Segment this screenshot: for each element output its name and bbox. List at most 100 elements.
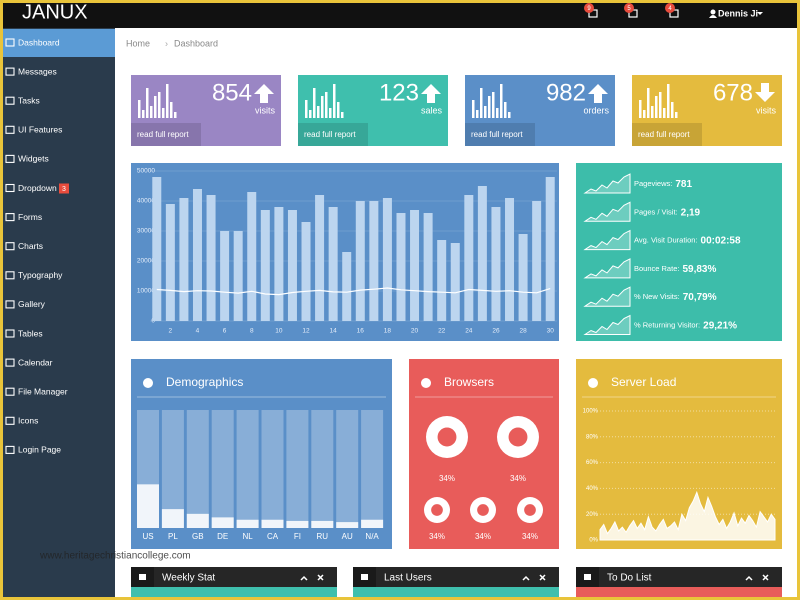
y-tick-label: 20000 xyxy=(137,258,155,265)
stat-line: % Returning Visitor: 29,21% xyxy=(634,320,737,331)
bar-track xyxy=(186,410,209,528)
menu-item[interactable]: Typography xyxy=(18,270,63,280)
x-tick-label: CA xyxy=(267,532,279,541)
notification-badge xyxy=(665,3,675,13)
menu-item[interactable]: Calendar xyxy=(18,357,53,367)
sparkline xyxy=(583,314,631,335)
collapse-button[interactable] xyxy=(300,575,308,581)
brand[interactable]: JANUX xyxy=(22,1,88,23)
bar-track xyxy=(261,410,284,528)
read-report-link[interactable]: read full report xyxy=(471,130,523,139)
collapse-button[interactable] xyxy=(522,575,530,581)
menu-item[interactable]: Messages xyxy=(18,66,57,76)
stat-label: visits xyxy=(255,105,275,115)
bar xyxy=(518,234,528,321)
menu-item[interactable]: Widgets xyxy=(18,154,49,164)
bar xyxy=(152,177,162,321)
bar xyxy=(477,186,487,321)
y-tick-label: 40% xyxy=(586,486,599,492)
menu-item[interactable]: Icons xyxy=(18,416,38,426)
sparkline xyxy=(583,286,631,307)
menu-item[interactable]: Dropdown xyxy=(18,183,57,193)
mini-bar xyxy=(504,102,507,118)
close-button[interactable] xyxy=(539,574,546,581)
stat-label: Bounce Rate: xyxy=(634,264,679,273)
panel-icon xyxy=(588,378,598,388)
bar xyxy=(211,517,234,528)
mini-bar xyxy=(333,84,336,118)
menu-icon xyxy=(5,213,15,222)
menu-item[interactable]: Forms xyxy=(18,212,42,222)
bar xyxy=(220,231,230,321)
x-tick-label: 20 xyxy=(411,328,419,335)
y-tick-label: 20% xyxy=(586,512,599,518)
mini-bar xyxy=(166,84,169,118)
menu-item[interactable]: Charts xyxy=(18,241,43,251)
breadcrumb-home[interactable]: Home xyxy=(126,38,150,48)
stat-value: 781 xyxy=(675,179,692,190)
x-tick-label: 24 xyxy=(465,328,473,335)
bar-track xyxy=(336,410,359,528)
menu-item[interactable]: Gallery xyxy=(18,299,46,309)
browser-share: 34% xyxy=(475,532,491,541)
menu-icon xyxy=(5,358,15,367)
bar xyxy=(233,231,243,321)
panel-icon xyxy=(421,378,431,388)
menu-item[interactable]: UI Features xyxy=(18,125,62,135)
stat-line: % New Visits: 70,79% xyxy=(634,292,717,303)
widget-icon xyxy=(361,574,368,580)
menu-icon xyxy=(5,387,15,396)
panel-icon xyxy=(143,378,153,388)
notification-count: 5 xyxy=(627,6,631,12)
bar xyxy=(287,210,297,321)
mini-bar xyxy=(675,112,678,118)
menu-item[interactable]: File Manager xyxy=(18,386,68,396)
bar xyxy=(236,519,259,528)
widget-body xyxy=(131,587,337,600)
collapse-button[interactable] xyxy=(745,575,753,581)
user-icon xyxy=(710,9,716,15)
stat-value: 854 xyxy=(212,79,252,106)
read-report-link[interactable]: read full report xyxy=(304,130,356,139)
widget-header xyxy=(131,567,337,587)
stat-label: orders xyxy=(583,105,609,115)
bar-track xyxy=(211,410,234,528)
widget-header xyxy=(353,567,559,587)
bar xyxy=(311,520,334,528)
browser-icon-inner xyxy=(437,427,457,447)
sidebar xyxy=(0,28,115,600)
mini-bar xyxy=(484,106,487,118)
mini-bar xyxy=(472,100,475,118)
close-button[interactable] xyxy=(762,574,769,581)
close-button[interactable] xyxy=(317,574,324,581)
x-tick-label: 4 xyxy=(196,328,200,335)
read-report-link[interactable]: read full report xyxy=(137,130,189,139)
active-item xyxy=(0,29,115,57)
menu-item[interactable]: Login Page xyxy=(18,445,61,455)
menu-item[interactable]: Dashboard xyxy=(18,37,60,47)
mini-bar xyxy=(667,84,670,118)
read-report-link[interactable]: read full report xyxy=(638,130,690,139)
mini-bar xyxy=(647,88,650,118)
menu-item[interactable]: Tasks xyxy=(18,95,40,105)
bar xyxy=(274,207,284,321)
mini-bar xyxy=(492,92,495,118)
sparkline xyxy=(583,229,631,251)
menu-icon xyxy=(5,416,15,425)
bar xyxy=(545,177,555,321)
widget-icon xyxy=(139,574,146,580)
stat-line: Pageviews: 781 xyxy=(634,179,692,190)
stat-footer xyxy=(298,123,368,146)
breadcrumb-separator: › xyxy=(165,38,168,48)
trend-arrow xyxy=(588,84,608,103)
browser-icon-inner xyxy=(477,504,489,516)
menu-item[interactable]: Tables xyxy=(18,328,43,338)
bar xyxy=(423,213,433,321)
bar xyxy=(342,252,352,321)
y-tick-label: 60% xyxy=(586,460,599,466)
stat-label: Pageviews: xyxy=(634,179,672,188)
user-name[interactable]: Dennis Ji xyxy=(718,8,758,18)
user-icon xyxy=(709,15,717,18)
